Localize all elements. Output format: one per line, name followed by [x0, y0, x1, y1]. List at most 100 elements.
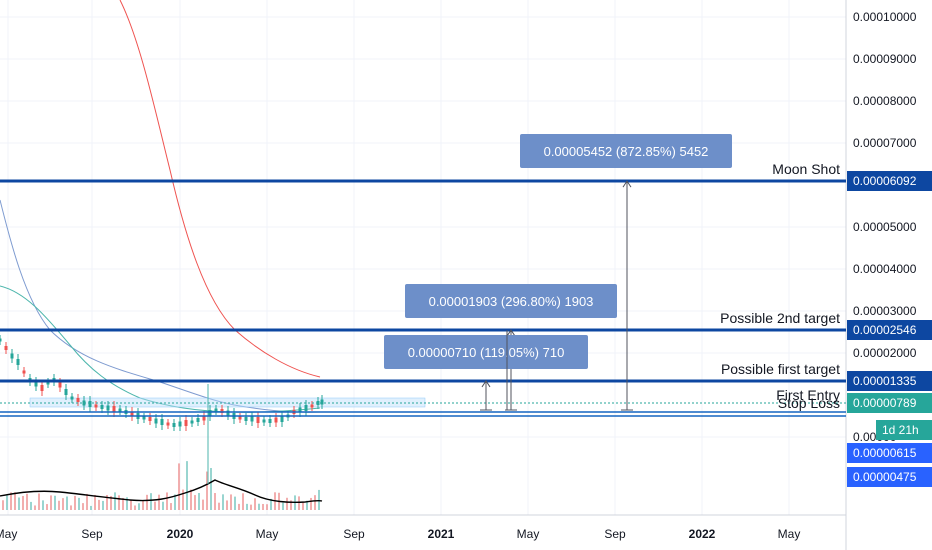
- time-tick-label: Sep: [604, 527, 626, 541]
- candle-body: [112, 406, 116, 412]
- candle-body: [154, 418, 158, 424]
- volume-bar: [162, 501, 164, 510]
- volume-bar: [282, 502, 284, 510]
- volume-bar: [242, 493, 244, 510]
- price-badge-text: 1d 21h: [882, 423, 919, 437]
- level-price-badge-text: 0.00000789: [853, 396, 917, 410]
- volume-bar: [186, 461, 188, 510]
- candle-body: [220, 409, 224, 413]
- candle-body: [274, 417, 278, 423]
- volume-bar: [34, 505, 36, 510]
- volume-bar: [86, 493, 88, 510]
- volume-bar: [234, 496, 236, 510]
- level-price-badge-text: 0.00002546: [853, 323, 917, 337]
- volume-bar: [10, 492, 12, 510]
- candle-body: [320, 399, 324, 405]
- candle-body: [172, 423, 176, 427]
- measure-box[interactable]: [384, 335, 588, 369]
- volume-bar: [246, 503, 248, 510]
- candle-body: [208, 410, 212, 416]
- candle-body: [118, 408, 122, 412]
- volume-bar: [62, 498, 64, 510]
- volume-bar: [42, 500, 44, 510]
- price-tick-label: 0.00009000: [853, 52, 917, 66]
- time-tick-label: May: [778, 527, 801, 541]
- time-tick-label: May: [517, 527, 540, 541]
- volume-bar: [158, 494, 160, 510]
- candle-body: [262, 419, 266, 423]
- volume-bar: [170, 503, 172, 510]
- volume-bar: [314, 495, 316, 510]
- volume-bar: [90, 505, 92, 510]
- level-price-badge-text: 0.00006092: [853, 174, 917, 188]
- candle-body: [148, 417, 152, 421]
- candle-body: [166, 422, 170, 426]
- measure-box[interactable]: [520, 134, 732, 168]
- measure-arrowhead: [506, 329, 516, 337]
- volume-bar: [210, 468, 212, 510]
- price-tick-label: 0.00008000: [853, 94, 917, 108]
- ma-teal-line: [0, 285, 321, 413]
- candle-body: [160, 419, 164, 425]
- volume-bar: [302, 501, 304, 510]
- candle-body: [22, 370, 26, 374]
- candle-body: [4, 346, 8, 350]
- candle-body: [238, 416, 242, 420]
- volume-bar: [82, 503, 84, 510]
- time-tick-label: May: [0, 527, 17, 541]
- volume-bar: [250, 504, 252, 510]
- volume-bar: [194, 495, 196, 510]
- volume-bar: [78, 497, 80, 510]
- volume-bar: [262, 503, 264, 510]
- candle-body: [298, 407, 302, 413]
- volume-bar: [306, 500, 308, 510]
- volume-ma-line: [0, 479, 323, 504]
- candle-body: [58, 382, 62, 388]
- volume-bar: [110, 496, 112, 510]
- volume-bar: [182, 489, 184, 510]
- candle-body: [214, 408, 218, 412]
- candle-body: [64, 389, 68, 395]
- ma-blue-line: [0, 199, 321, 413]
- volume-bar: [22, 495, 24, 510]
- vertical-grid: [7, 0, 790, 515]
- candle-body: [100, 405, 104, 409]
- candle-body: [16, 359, 20, 365]
- volume-bar: [106, 494, 108, 510]
- volume-bar: [174, 494, 176, 510]
- candle-body: [310, 404, 314, 408]
- candle-body: [76, 398, 80, 402]
- price-tick-label: 0.00010000: [853, 10, 917, 24]
- candle-body: [70, 396, 74, 400]
- price-tick-label: 0.00004000: [853, 262, 917, 276]
- horizontal-levels[interactable]: Moon Shot Possible 2nd target Possible fir…: [0, 161, 846, 417]
- level-label: Possible first target: [721, 361, 840, 377]
- volume-bar: [258, 503, 260, 510]
- candle-body: [46, 381, 50, 385]
- volume-bar: [154, 501, 156, 510]
- candle-body: [250, 416, 254, 422]
- candle-body: [94, 404, 98, 408]
- level-price-badge: [847, 320, 932, 340]
- volume-bar: [18, 497, 20, 510]
- volume-bar: [214, 493, 216, 510]
- price-badge-text: 0.00000475: [853, 470, 917, 484]
- candle-body: [10, 353, 14, 359]
- time-tick-label: Sep: [81, 527, 103, 541]
- candle-body: [106, 405, 110, 411]
- volume-bar: [126, 497, 128, 510]
- candle-body: [34, 381, 38, 387]
- level-price-badge-text: 0.00001335: [853, 374, 917, 388]
- volume-bar: [122, 497, 124, 510]
- measurement-tools[interactable]: 0.00005452 (872.85%) 5452 0.00001903 (296…: [384, 134, 732, 411]
- price-tick-label: 0.00005000: [853, 220, 917, 234]
- volume-bar: [130, 500, 132, 510]
- volume-bar: [74, 495, 76, 510]
- volume-bar: [142, 501, 144, 510]
- measure-box[interactable]: [405, 284, 617, 318]
- volume-bar: [102, 500, 104, 510]
- candle-body: [184, 420, 188, 426]
- horizontal-grid: [0, 16, 846, 438]
- volume-bar: [318, 489, 320, 510]
